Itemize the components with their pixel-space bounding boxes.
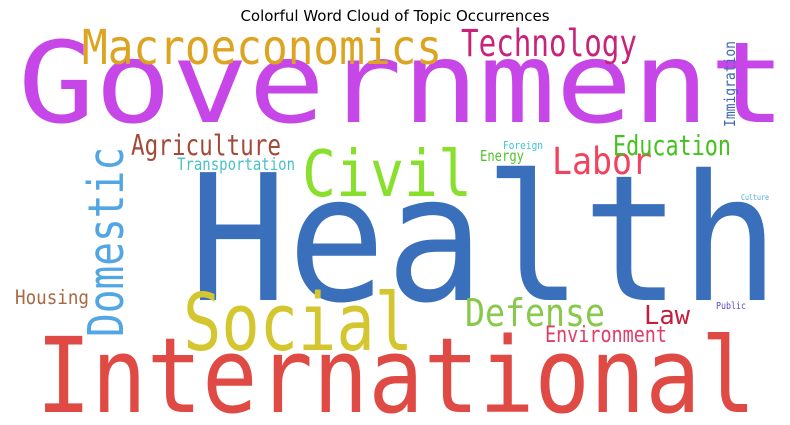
word-education: Education xyxy=(613,131,731,162)
word-foreign: Foreign xyxy=(503,139,543,152)
word-civil: Civil xyxy=(302,137,472,212)
word-law: Law xyxy=(644,301,690,331)
word-domestic: Domestic xyxy=(77,147,135,337)
word-agriculture: Agriculture xyxy=(131,128,281,162)
word-international: International xyxy=(36,315,756,425)
word-health: Health xyxy=(189,138,779,342)
word-labor: Labor xyxy=(552,140,652,183)
word-public: Public xyxy=(716,301,746,312)
word-immigration: Immigration xyxy=(721,41,739,127)
word-defense: Defense xyxy=(465,291,605,336)
word-energy: Energy xyxy=(480,147,524,165)
word-technology: Technology xyxy=(461,22,637,65)
word-environment: Environment xyxy=(545,323,667,348)
word-housing: Housing xyxy=(15,286,89,309)
word-government: Government xyxy=(18,19,786,149)
word-macroeconomics: Macroeconomics xyxy=(82,20,442,76)
word-transportation: Transportation xyxy=(177,155,295,174)
chart-title: Colorful Word Cloud of Topic Occurrences xyxy=(240,7,550,25)
word-culture: Culture xyxy=(741,192,769,202)
word-social: Social xyxy=(183,276,413,369)
